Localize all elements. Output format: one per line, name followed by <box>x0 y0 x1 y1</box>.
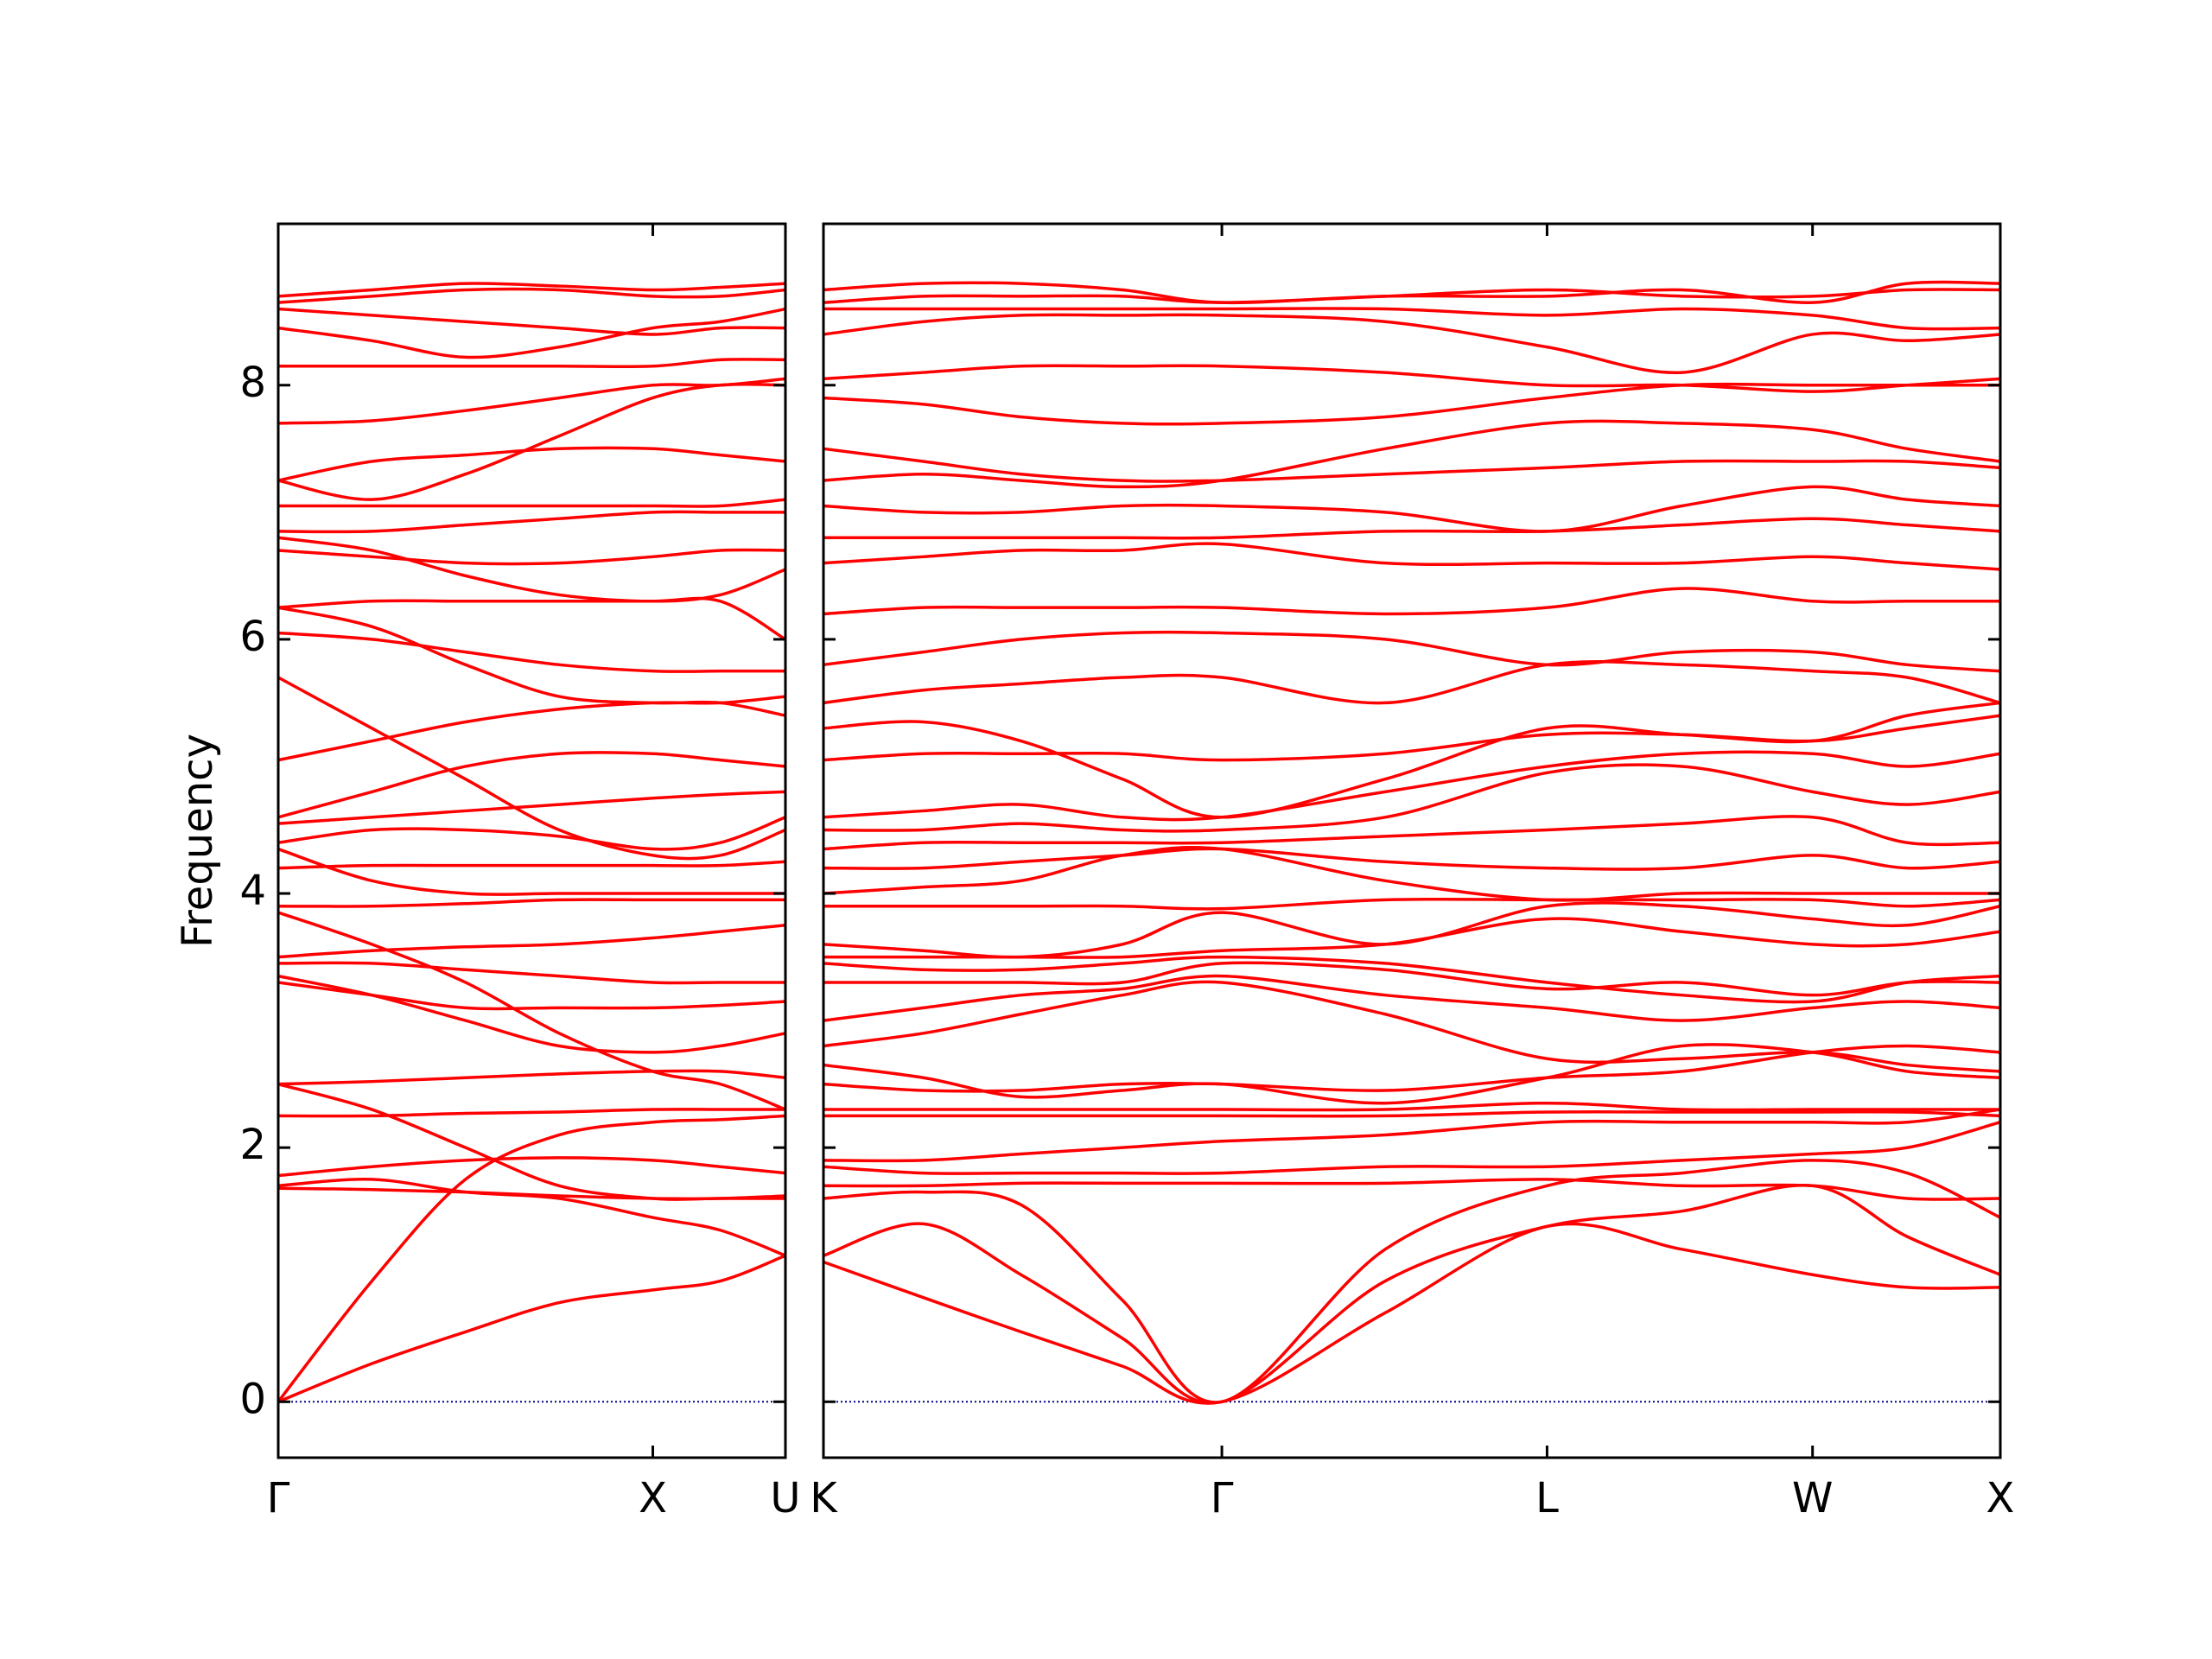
band-line <box>823 897 2001 911</box>
band-line <box>823 660 2001 705</box>
band-line <box>823 763 2001 833</box>
band-line <box>277 751 786 819</box>
band-line <box>277 307 786 359</box>
band-line <box>823 1044 2001 1093</box>
band-line <box>277 606 786 717</box>
band-line <box>823 419 2001 489</box>
band-line <box>823 974 2001 1022</box>
band-line <box>823 1222 2001 1405</box>
band-line <box>277 911 786 1111</box>
band-line <box>277 847 785 896</box>
band-line <box>823 630 2001 673</box>
y-tick-label: 4 <box>239 867 266 915</box>
band-line <box>823 701 2001 819</box>
y-tick-label: 0 <box>239 1375 266 1423</box>
band-line <box>823 961 2001 997</box>
plot-frame <box>822 222 2002 1459</box>
band-line <box>277 974 786 1054</box>
band-line <box>277 1108 785 1118</box>
band-line <box>823 1108 2001 1163</box>
band-line <box>823 980 2001 1073</box>
band-line <box>277 282 786 298</box>
x-tick-label: W <box>1792 1474 1833 1522</box>
band-line <box>277 377 786 425</box>
x-tick-label: L <box>1535 1474 1559 1522</box>
band-line <box>823 542 2001 571</box>
band-line <box>823 307 2001 331</box>
band-line <box>823 847 2001 871</box>
band-line <box>823 1101 2000 1112</box>
y-axis-label: Frequency <box>174 734 222 948</box>
band-line <box>277 816 786 851</box>
band-line <box>277 596 786 641</box>
band-line <box>277 860 786 870</box>
x-tick-label: K <box>810 1474 838 1522</box>
band-line <box>823 815 2001 851</box>
band-line <box>277 981 786 1011</box>
plot-frame <box>276 222 787 1459</box>
band-line <box>277 1254 786 1403</box>
x-tick-label: X <box>639 1474 667 1522</box>
y-tick-label: 8 <box>239 359 266 407</box>
band-line <box>823 917 2001 959</box>
band-line <box>277 1156 786 1178</box>
band-line <box>277 287 786 304</box>
band-line <box>277 446 786 482</box>
band-line <box>823 280 2001 305</box>
band-line <box>277 790 786 825</box>
band-line <box>277 1069 786 1086</box>
band-line <box>277 961 785 985</box>
band-line <box>823 1178 2001 1201</box>
band-line <box>277 676 786 861</box>
band-line <box>277 510 785 534</box>
band-line <box>823 750 2001 822</box>
band-line <box>277 924 786 959</box>
band-line <box>277 631 785 673</box>
band-line <box>823 382 2000 426</box>
band-line <box>277 307 786 336</box>
band-line <box>277 548 786 566</box>
band-line <box>823 846 2000 902</box>
band-line <box>277 695 786 762</box>
x-tick-label: X <box>1986 1474 2015 1522</box>
band-line <box>823 1121 2001 1175</box>
band-line <box>277 1082 785 1201</box>
y-tick-label: 6 <box>239 613 266 661</box>
band-line <box>823 587 2000 616</box>
band-line <box>823 901 2001 959</box>
band-line <box>823 955 2001 1004</box>
band-line <box>277 1178 786 1257</box>
band-line <box>277 536 786 603</box>
band-line <box>823 364 2001 393</box>
y-tick-label: 2 <box>239 1121 266 1169</box>
band-line <box>823 1109 2001 1118</box>
x-tick-label: Γ <box>267 1474 290 1522</box>
x-tick-label: Γ <box>1211 1474 1234 1522</box>
band-line <box>278 498 786 508</box>
band-line <box>823 1159 2001 1404</box>
band-line <box>823 517 2001 540</box>
x-tick-label: U <box>770 1474 800 1522</box>
band-line <box>278 358 786 369</box>
band-line <box>276 1114 786 1403</box>
band-line <box>823 1183 2001 1405</box>
band-line <box>823 485 2001 533</box>
band-line <box>823 447 2001 483</box>
band-line <box>277 898 785 908</box>
band-line <box>823 313 2001 374</box>
